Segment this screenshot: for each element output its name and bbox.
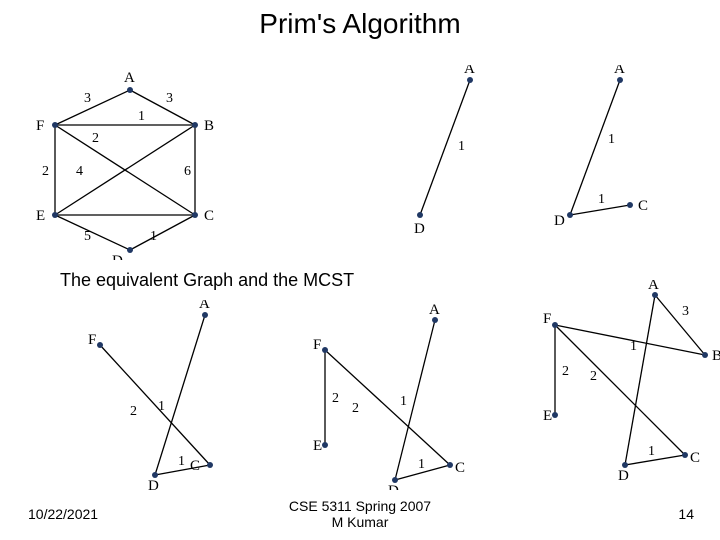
edge-weight: 2 (590, 369, 597, 384)
node-label: C (690, 450, 700, 466)
edge (55, 90, 130, 125)
node-label: F (36, 118, 44, 134)
edge-weight: 2 (130, 404, 137, 419)
node-label: D (554, 213, 565, 229)
node (467, 77, 473, 83)
node (207, 462, 213, 468)
graph-main: 3 3 1 2 2 4 6 5 1 A B C D E F (20, 70, 220, 260)
node-label: E (313, 438, 322, 454)
graph-segment-ad: 1 A D (390, 65, 500, 235)
node-label: B (204, 118, 214, 134)
caption-text: The equivalent Graph and the MCST (60, 270, 354, 291)
node-label: D (388, 483, 399, 490)
edge (625, 295, 655, 465)
node-label: A (124, 70, 135, 86)
edge-weight: 1 (138, 109, 145, 124)
graph-step-4: 1 1 22 A F E D C (300, 300, 480, 490)
edge-weight: 6 (184, 164, 191, 179)
node-label: C (190, 458, 200, 474)
node (552, 322, 558, 328)
node (627, 202, 633, 208)
node (682, 452, 688, 458)
node (447, 462, 453, 468)
edge-weight: 2 (42, 164, 49, 179)
node-label: F (543, 311, 551, 327)
node-label: E (36, 208, 45, 224)
node-label: C (638, 198, 648, 214)
node (127, 87, 133, 93)
edge-weight: 1 (608, 132, 615, 147)
edge-weight: 2 (332, 391, 339, 406)
edge-weight: 2 (352, 401, 359, 416)
edge (625, 455, 685, 465)
node (97, 342, 103, 348)
node (52, 122, 58, 128)
node-label: B (712, 348, 720, 364)
edge-weight: 1 (598, 192, 605, 207)
edge-weight: 1 (150, 229, 157, 244)
graph-step-5: 3 1 2 2 1 A B F E D C (520, 280, 720, 490)
node-label: D (414, 221, 425, 235)
edge (555, 325, 685, 455)
node-label: D (618, 468, 629, 484)
edge-weight: 1 (630, 339, 637, 354)
edge-weight: 4 (76, 164, 83, 179)
graph-step-3: 112AFDC (80, 300, 250, 490)
node (202, 312, 208, 318)
footer-page: 14 (678, 506, 694, 522)
node (617, 77, 623, 83)
node-label: D (148, 478, 159, 490)
node (322, 442, 328, 448)
node (52, 212, 58, 218)
edge-weight: 5 (84, 229, 91, 244)
page-title: Prim's Algorithm (0, 8, 720, 40)
node-label: C (204, 208, 214, 224)
edge-weight: 1 (458, 139, 465, 154)
node (552, 412, 558, 418)
edge (55, 215, 130, 250)
edge (570, 80, 620, 215)
node-label: F (313, 337, 321, 353)
edge-weight: 3 (166, 91, 173, 106)
edge-weight: 3 (682, 304, 689, 319)
node-label: D (112, 253, 123, 260)
node-label: F (88, 332, 96, 348)
node (322, 347, 328, 353)
edge-weight: 2 (562, 364, 569, 379)
edge-weight: 1 (178, 454, 185, 469)
node (567, 212, 573, 218)
edge-weight: 2 (92, 131, 99, 146)
node-label: A (464, 65, 475, 77)
footer-center: CSE 5311 Spring 2007 M Kumar (0, 499, 720, 530)
edge-weight: 1 (400, 394, 407, 409)
edge (130, 215, 195, 250)
node-label: A (199, 300, 210, 312)
node-label: E (543, 408, 552, 424)
node-label: A (614, 65, 625, 77)
edge-weight: 1 (418, 457, 425, 472)
node (192, 122, 198, 128)
node-label: A (648, 280, 659, 293)
footer-author: M Kumar (332, 514, 389, 530)
node (192, 212, 198, 218)
edge (100, 345, 210, 465)
node-label: A (429, 302, 440, 318)
graph-segment-adc: 1 1 A D C (520, 65, 660, 235)
node-label: C (455, 460, 465, 476)
node (127, 247, 133, 253)
edge-weight: 1 (648, 444, 655, 459)
footer-course: CSE 5311 Spring 2007 (289, 498, 431, 514)
node (417, 212, 423, 218)
node (702, 352, 708, 358)
edge (325, 350, 450, 465)
edge-weight: 3 (84, 91, 91, 106)
